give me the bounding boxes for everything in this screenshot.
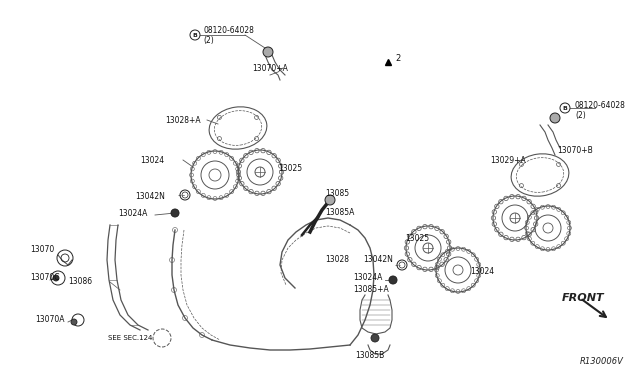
- Circle shape: [71, 319, 77, 325]
- Text: 13024: 13024: [140, 155, 164, 164]
- Circle shape: [389, 276, 397, 284]
- Text: 08120-64028: 08120-64028: [575, 100, 626, 109]
- Text: R130006V: R130006V: [580, 357, 624, 366]
- Text: (2): (2): [575, 110, 586, 119]
- Circle shape: [550, 113, 560, 123]
- Text: 13070A: 13070A: [35, 315, 65, 324]
- Text: 13028+A: 13028+A: [165, 115, 200, 125]
- Circle shape: [263, 47, 273, 57]
- Circle shape: [53, 275, 59, 281]
- Text: 13070C: 13070C: [30, 273, 60, 282]
- Text: B: B: [563, 106, 568, 110]
- Text: 13024A: 13024A: [118, 208, 147, 218]
- Text: 13070+A: 13070+A: [252, 64, 288, 73]
- Text: 13070+B: 13070+B: [557, 145, 593, 154]
- Text: 13025: 13025: [405, 234, 429, 243]
- Circle shape: [171, 209, 179, 217]
- Text: 13085A: 13085A: [325, 208, 355, 217]
- Text: 13025: 13025: [278, 164, 302, 173]
- Circle shape: [371, 334, 379, 342]
- Text: 13085B: 13085B: [355, 352, 384, 360]
- Text: 2: 2: [395, 54, 400, 62]
- Text: FRONT: FRONT: [562, 293, 605, 303]
- Text: 13086: 13086: [68, 278, 92, 286]
- Text: 13028: 13028: [325, 256, 349, 264]
- Text: 13070: 13070: [30, 246, 54, 254]
- Text: 13042N: 13042N: [363, 256, 393, 264]
- Text: 13029+A: 13029+A: [490, 155, 525, 164]
- Text: 13085: 13085: [325, 189, 349, 198]
- Circle shape: [325, 195, 335, 205]
- Text: 13024A: 13024A: [353, 273, 382, 282]
- Text: 13085+A: 13085+A: [353, 285, 388, 295]
- Text: (2): (2): [203, 35, 214, 45]
- Text: B: B: [193, 32, 197, 38]
- Text: 13024: 13024: [470, 267, 494, 276]
- Text: 08120-64028: 08120-64028: [203, 26, 254, 35]
- Text: 13042N: 13042N: [135, 192, 165, 201]
- Text: SEE SEC.124: SEE SEC.124: [108, 335, 152, 341]
